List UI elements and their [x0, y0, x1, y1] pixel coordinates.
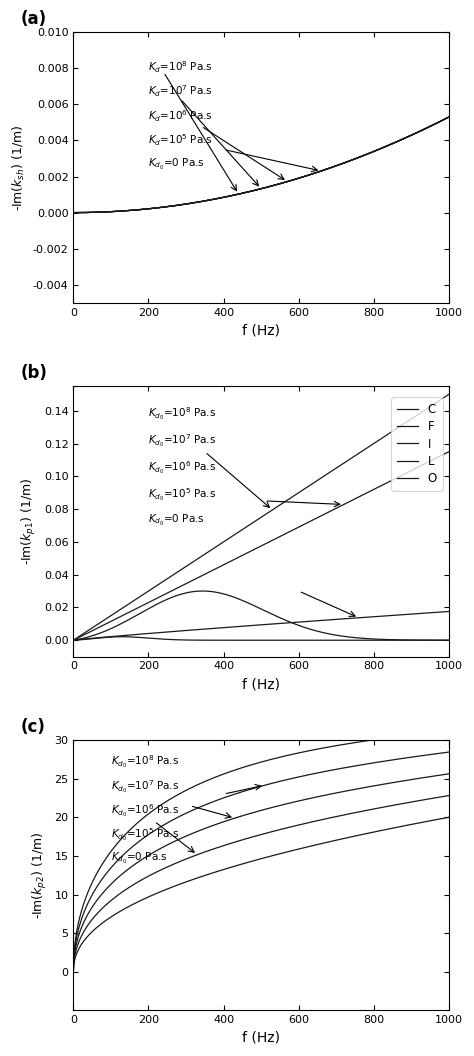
C [231, 529, 237, 542]
Text: $K_{d_0}$=10$^5$ Pa.s: $K_{d_0}$=10$^5$ Pa.s [148, 486, 217, 503]
Text: $K_d$=10$^6$ Pa.s: $K_d$=10$^6$ Pa.s [148, 108, 213, 124]
Text: $K_{d_0}$=10$^8$ Pa.s: $K_{d_0}$=10$^8$ Pa.s [111, 754, 179, 771]
I [215, 586, 220, 599]
F [438, 449, 444, 461]
Legend: C, F, I, L, O: C, F, I, L, O [391, 397, 443, 491]
L [446, 634, 452, 646]
Line: O: O [73, 611, 449, 640]
C [71, 634, 76, 646]
C [398, 419, 404, 432]
I [136, 608, 141, 621]
O [215, 622, 220, 635]
L [71, 634, 76, 646]
L [439, 634, 445, 646]
L [119, 630, 125, 643]
Text: $K_{d_0}$=10$^8$ Pa.s: $K_{d_0}$=10$^8$ Pa.s [148, 406, 217, 422]
Line: F: F [73, 452, 449, 640]
O [231, 621, 237, 634]
I [200, 585, 205, 598]
Text: (c): (c) [21, 718, 46, 736]
O [446, 605, 452, 618]
F [231, 553, 237, 566]
I [439, 634, 445, 646]
Text: $K_{d_0}$=10$^7$ Pa.s: $K_{d_0}$=10$^7$ Pa.s [148, 432, 217, 449]
C [446, 388, 452, 400]
Text: $K_d$=10$^5$ Pa.s: $K_d$=10$^5$ Pa.s [148, 132, 213, 148]
Y-axis label: -Im($k_{p2}$) (1/m): -Im($k_{p2}$) (1/m) [31, 831, 49, 919]
Text: (a): (a) [21, 11, 47, 29]
I [71, 634, 76, 646]
O [71, 634, 76, 646]
F [215, 562, 220, 574]
Line: L: L [73, 637, 449, 640]
C [215, 540, 220, 552]
Text: (b): (b) [21, 364, 48, 382]
I [398, 634, 404, 646]
L [136, 631, 141, 644]
Text: $K_{d_0}$=0 Pa.s: $K_{d_0}$=0 Pa.s [148, 513, 205, 528]
C [113, 606, 119, 619]
Text: $K_{d_0}$=0 Pa.s: $K_{d_0}$=0 Pa.s [148, 156, 205, 172]
C [438, 393, 444, 406]
Line: I: I [73, 591, 449, 640]
L [215, 634, 220, 646]
I [231, 590, 237, 603]
Text: $K_{d_0}$=0 Pa.s: $K_{d_0}$=0 Pa.s [111, 851, 168, 866]
O [113, 629, 119, 642]
F [398, 469, 404, 482]
L [398, 634, 404, 646]
I [113, 620, 119, 633]
O [398, 608, 404, 621]
Text: $K_d$=10$^8$ Pa.s: $K_d$=10$^8$ Pa.s [148, 59, 213, 75]
O [136, 628, 141, 641]
O [438, 606, 444, 619]
I [446, 634, 452, 646]
Y-axis label: -Im($k_{sh}$) (1/m): -Im($k_{sh}$) (1/m) [11, 125, 27, 211]
Text: $K_{d_0}$=10$^6$ Pa.s: $K_{d_0}$=10$^6$ Pa.s [148, 459, 217, 476]
F [71, 634, 76, 646]
Text: $K_{d_0}$=10$^7$ Pa.s: $K_{d_0}$=10$^7$ Pa.s [111, 778, 179, 795]
X-axis label: f (Hz): f (Hz) [242, 677, 280, 691]
Text: $K_{d_0}$=10$^5$ Pa.s: $K_{d_0}$=10$^5$ Pa.s [111, 827, 179, 844]
F [136, 601, 141, 614]
F [446, 446, 452, 458]
Text: $K_d$=10$^7$ Pa.s: $K_d$=10$^7$ Pa.s [148, 83, 213, 99]
Line: C: C [73, 394, 449, 640]
Text: $K_{d_0}$=10$^6$ Pa.s: $K_{d_0}$=10$^6$ Pa.s [111, 803, 179, 819]
L [231, 634, 237, 646]
Y-axis label: -Im($k_{p1}$) (1/m): -Im($k_{p1}$) (1/m) [20, 477, 38, 565]
L [113, 630, 119, 643]
C [136, 591, 141, 604]
X-axis label: f (Hz): f (Hz) [242, 1031, 280, 1044]
F [113, 612, 119, 625]
X-axis label: f (Hz): f (Hz) [242, 323, 280, 337]
